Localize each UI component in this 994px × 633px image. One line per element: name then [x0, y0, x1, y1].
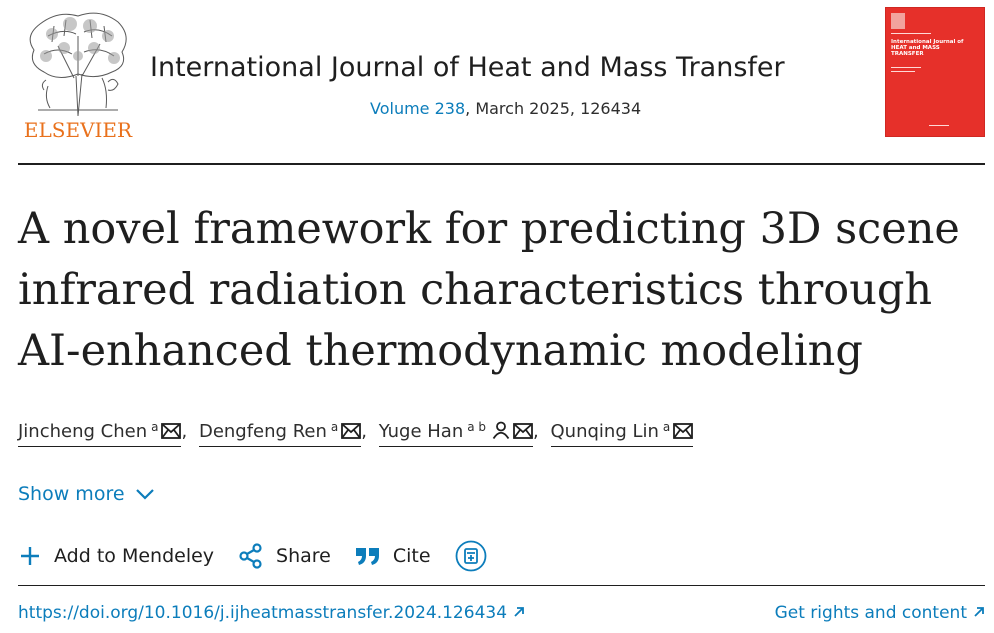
volume-details: , March 2025, 126434 [465, 99, 642, 118]
toolbar-divider [18, 585, 985, 586]
author-separator: , [361, 421, 367, 442]
author-affiliation: a b [467, 420, 487, 434]
cover-divider [891, 67, 921, 68]
doi-text: https://doi.org/10.1016/j.ijheatmasstran… [18, 603, 508, 623]
reading-assistant-button[interactable] [455, 540, 499, 572]
show-more-label: Show more [18, 483, 125, 505]
journal-cover-image[interactable]: International Journal of HEAT and MASS T… [885, 7, 985, 137]
cover-divider [891, 71, 915, 72]
rights-text: Get rights and content [774, 603, 967, 623]
author-affiliation: a [330, 420, 339, 434]
plus-icon [21, 547, 39, 565]
cite-label: Cite [392, 545, 431, 567]
external-link-icon [514, 607, 524, 617]
envelope-icon [513, 423, 533, 439]
corresponding-author-icon [492, 421, 510, 439]
author-separator: , [181, 421, 188, 442]
external-link-icon [974, 607, 984, 617]
quote-icon [355, 548, 379, 565]
journal-header: ELSEVIER International Journal of Heat a… [18, 6, 986, 142]
tree-of-knowledge-icon [18, 6, 138, 118]
cover-title-line: International Journal of [891, 39, 964, 45]
chevron-down-icon [135, 489, 154, 500]
reading-assistant-icon [455, 540, 486, 572]
author-separator: , [533, 421, 539, 442]
mendeley-label: Add to Mendeley [54, 545, 215, 567]
doi-link[interactable]: https://doi.org/10.1016/j.ijheatmasstran… [18, 603, 525, 623]
share-label: Share [276, 545, 331, 567]
add-to-mendeley-button[interactable]: Add to Mendeley [18, 544, 214, 568]
article-title: A novel framework for predicting 3D scen… [18, 204, 960, 376]
author-name: Jincheng Chen [18, 421, 148, 442]
share-button[interactable]: Share [238, 543, 331, 569]
cover-title: International Journal of HEAT and MASS T… [891, 39, 963, 57]
author-link[interactable]: Jincheng Chen a [18, 420, 182, 447]
author-affiliation: a [662, 420, 671, 434]
elsevier-logo[interactable]: ELSEVIER [18, 6, 138, 142]
show-more-button[interactable]: Show more [18, 483, 155, 505]
author-affiliation: a [151, 420, 159, 434]
share-icon [239, 543, 262, 569]
volume-line: Volume 238, March 2025, 126434 [370, 99, 641, 118]
author-link[interactable]: Dengfeng Ren a [198, 420, 362, 447]
cite-button[interactable]: Cite [355, 545, 431, 567]
elsevier-wordmark: ELSEVIER [23, 118, 133, 142]
envelope-icon [673, 423, 694, 439]
envelope-icon [341, 423, 362, 439]
author-name: Dengfeng Ren [198, 421, 327, 442]
author-list: Jincheng Chen a , Dengfeng Ren a , Yuge Ha… [18, 420, 694, 447]
author-name: Yuge Han [378, 421, 464, 442]
cover-logo [891, 13, 905, 29]
author-link[interactable]: Qunqing Lin a [550, 420, 694, 447]
volume-link[interactable]: Volume 238 [370, 99, 466, 118]
cover-title-line: HEAT and MASS [891, 45, 940, 51]
author-link[interactable]: Yuge Han a b [378, 420, 534, 447]
envelope-icon [161, 423, 182, 439]
author-name: Qunqing Lin [550, 421, 659, 442]
header-divider [18, 163, 985, 165]
article-toolbar: Add to Mendeley Share Cite [18, 539, 523, 573]
get-rights-link[interactable]: Get rights and content [775, 603, 985, 623]
cover-divider [891, 33, 931, 34]
cover-title-line: TRANSFER [891, 51, 924, 57]
cover-divider [929, 125, 949, 126]
journal-title-link[interactable]: International Journal of Heat and Mass T… [150, 52, 785, 83]
